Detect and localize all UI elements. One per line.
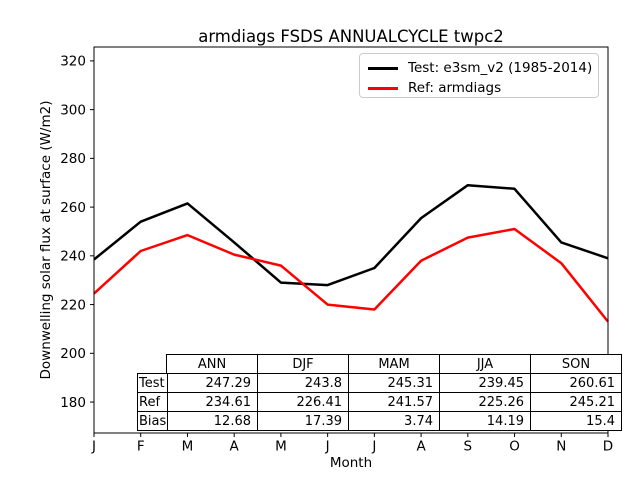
stat-value: 14.19: [439, 411, 531, 431]
y-tick-label: 180: [60, 395, 86, 411]
x-tick-label: D: [603, 439, 613, 455]
y-tick-label: 220: [60, 297, 86, 313]
stats-row-label-ref: Ref: [136, 392, 169, 412]
stats-row-label-test: Test: [136, 373, 169, 393]
x-tick-label: F: [137, 439, 145, 455]
x-axis-label: Month: [329, 455, 373, 471]
stat-value: 15.4: [530, 411, 622, 431]
y-tick-label: 320: [60, 54, 86, 70]
x-tick-label: M: [275, 439, 287, 455]
legend: Test: e3sm_v2 (1985-2014) Ref: armdiags: [359, 53, 599, 98]
y-tick-label: 300: [60, 102, 86, 118]
y-tick-label: 240: [60, 249, 86, 265]
legend-line-sample-ref: [368, 86, 398, 90]
y-tick-label: 200: [60, 346, 86, 362]
y-tick-label: 260: [60, 200, 86, 216]
x-tick-label: A: [230, 439, 240, 455]
stats-row-label-bias: Bias: [136, 411, 169, 431]
stat-value: 245.21: [530, 392, 622, 412]
stats-row-ref: 234.61 226.41 241.57 225.26 245.21: [166, 392, 622, 412]
stat-value: 225.26: [439, 392, 531, 412]
stats-table: ANN DJF MAM JJA SON 247.29 243.8 245.31 …: [166, 354, 622, 431]
stats-col-header: SON: [530, 354, 622, 374]
stat-value: 247.29: [166, 373, 258, 393]
x-tick-label: J: [371, 439, 376, 455]
plot-frame: [93, 46, 609, 434]
stat-value: 260.61: [530, 373, 622, 393]
stat-value: 239.45: [439, 373, 531, 393]
stats-col-header: ANN: [166, 354, 258, 374]
legend-entry-test: Test: e3sm_v2 (1985-2014): [360, 58, 598, 78]
stat-value: 245.31: [348, 373, 440, 393]
stat-value: 17.39: [257, 411, 349, 431]
series-line-ref: [93, 227, 609, 323]
x-tick-label: J: [325, 439, 330, 455]
stats-col-header: JJA: [439, 354, 531, 374]
x-tick-label: O: [509, 439, 520, 455]
stats-row-labels: Test Ref Bias: [136, 373, 169, 431]
legend-label-test: Test: e3sm_v2 (1985-2014): [408, 60, 593, 76]
legend-entry-ref: Ref: armdiags: [360, 78, 598, 98]
legend-line-sample-test: [368, 66, 398, 70]
legend-label-ref: Ref: armdiags: [408, 80, 502, 96]
stat-value: 241.57: [348, 392, 440, 412]
stat-value: 12.68: [166, 411, 258, 431]
stats-col-header: DJF: [257, 354, 349, 374]
chart-title: armdiags FSDS ANNUALCYCLE twpc2: [198, 27, 504, 46]
stat-value: 3.74: [348, 411, 440, 431]
stat-value: 226.41: [257, 392, 349, 412]
stats-row-bias: 12.68 17.39 3.74 14.19 15.4: [166, 411, 622, 431]
stats-col-header: MAM: [348, 354, 440, 374]
y-tick-label: 280: [60, 151, 86, 167]
stat-value: 243.8: [257, 373, 349, 393]
x-tick-label: A: [416, 439, 426, 455]
x-tick-label: M: [182, 439, 194, 455]
stats-table-header-row: ANN DJF MAM JJA SON: [166, 354, 622, 374]
stats-row-test: 247.29 243.8 245.31 239.45 260.61: [166, 373, 622, 393]
x-tick-label: N: [556, 439, 566, 455]
series-line-test: [93, 183, 609, 287]
stat-value: 234.61: [166, 392, 258, 412]
x-tick-label: J: [91, 439, 96, 455]
x-tick-label: S: [464, 439, 473, 455]
